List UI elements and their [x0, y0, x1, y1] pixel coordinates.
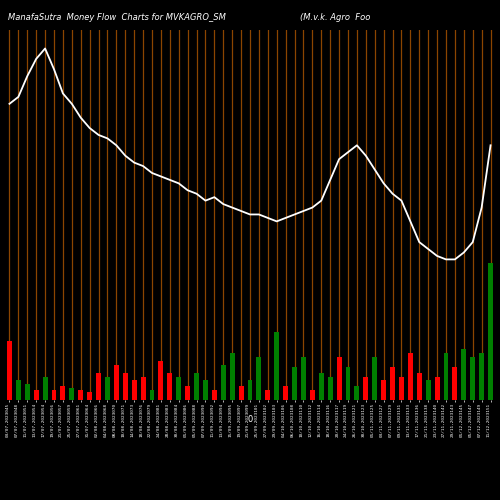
Bar — [7, 342, 12, 400]
Bar — [25, 384, 29, 400]
Bar — [123, 372, 128, 400]
Bar — [230, 353, 234, 400]
Bar — [158, 361, 164, 400]
Bar — [336, 357, 342, 400]
Bar — [452, 367, 458, 400]
Bar — [238, 386, 244, 400]
Bar — [266, 390, 270, 400]
Bar — [390, 367, 395, 400]
Text: 0: 0 — [248, 415, 252, 424]
Bar — [16, 380, 21, 400]
Bar — [488, 263, 493, 400]
Bar — [444, 353, 448, 400]
Bar — [372, 357, 377, 400]
Bar — [346, 367, 350, 400]
Bar — [248, 380, 252, 400]
Bar — [132, 380, 136, 400]
Bar — [256, 357, 262, 400]
Bar — [212, 390, 217, 400]
Bar — [310, 390, 315, 400]
Bar — [150, 390, 154, 400]
Bar — [301, 357, 306, 400]
Bar — [176, 376, 181, 400]
Bar — [60, 386, 66, 400]
Bar — [221, 365, 226, 400]
Bar — [185, 386, 190, 400]
Bar — [52, 390, 57, 400]
Bar — [470, 357, 475, 400]
Text: ManafaSutra  Money Flow  Charts for MVKAGRO_SM: ManafaSutra Money Flow Charts for MVKAGR… — [8, 12, 226, 22]
Bar — [381, 380, 386, 400]
Bar — [462, 349, 466, 400]
Bar — [283, 386, 288, 400]
Bar — [168, 372, 172, 400]
Bar — [319, 372, 324, 400]
Bar — [408, 353, 413, 400]
Bar — [364, 376, 368, 400]
Bar — [292, 367, 297, 400]
Text: (M.v.k. Agro  Foo: (M.v.k. Agro Foo — [300, 12, 370, 22]
Bar — [42, 376, 48, 400]
Bar — [417, 372, 422, 400]
Bar — [194, 372, 199, 400]
Bar — [354, 386, 360, 400]
Bar — [34, 390, 38, 400]
Bar — [434, 376, 440, 400]
Bar — [479, 353, 484, 400]
Bar — [140, 376, 145, 400]
Bar — [328, 376, 332, 400]
Bar — [274, 332, 279, 400]
Bar — [426, 380, 430, 400]
Bar — [70, 388, 74, 400]
Bar — [78, 390, 83, 400]
Bar — [96, 372, 101, 400]
Bar — [87, 392, 92, 400]
Bar — [399, 376, 404, 400]
Bar — [203, 380, 208, 400]
Bar — [105, 376, 110, 400]
Bar — [114, 365, 119, 400]
